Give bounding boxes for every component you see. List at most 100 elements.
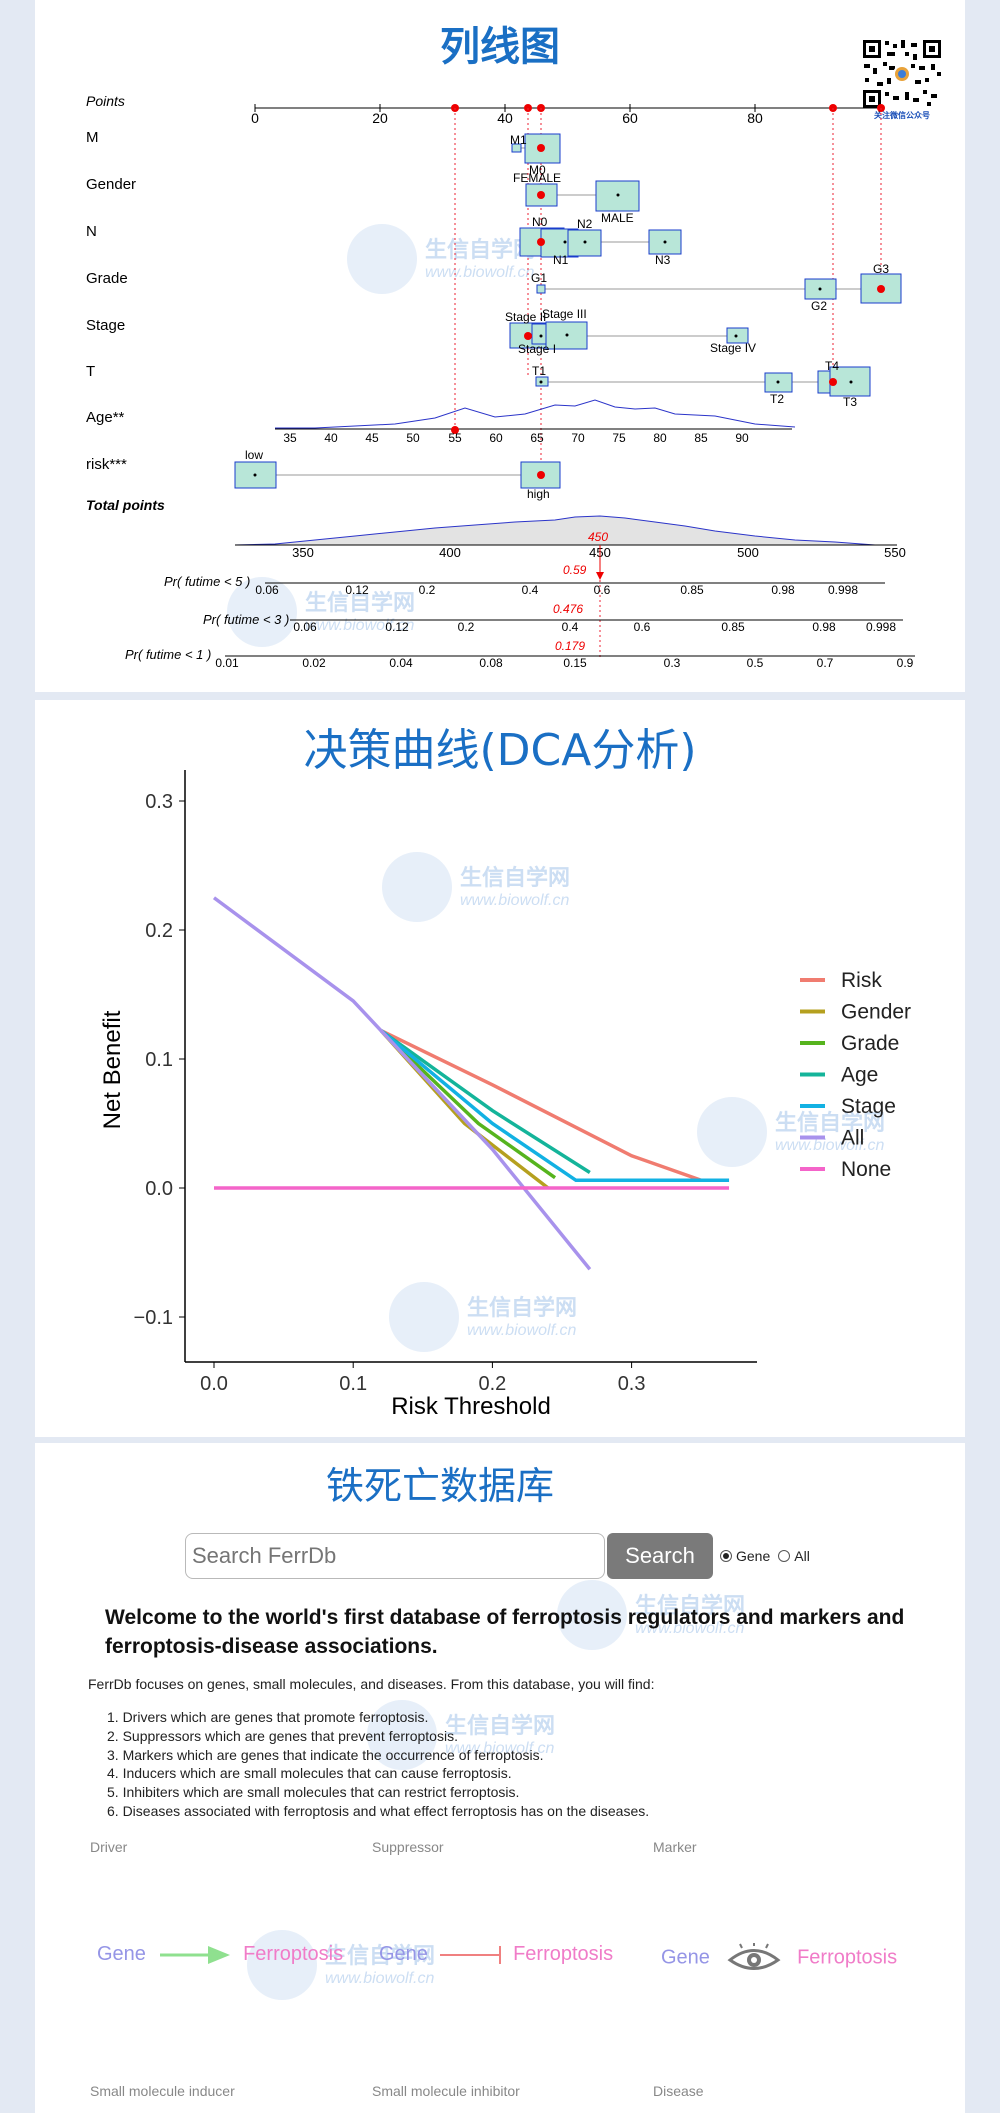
dca-xlabel: Risk Threshold [391,1393,551,1420]
svg-text:0.04: 0.04 [389,656,413,670]
svg-text:0.2: 0.2 [458,620,475,634]
svg-text:0.98: 0.98 [812,620,836,634]
category-marker[interactable]: Marker [653,1839,697,1855]
category-inducer[interactable]: Small molecule inducer [90,2083,235,2099]
svg-text:70: 70 [571,431,585,445]
dca-title: 决策曲线(DCA分析) [303,725,697,776]
label-t: T [86,363,95,380]
label-grade: Grade [86,270,128,287]
svg-text:0.98: 0.98 [771,583,795,597]
svg-text:0.5: 0.5 [747,656,764,670]
dca-ylabel: Net Benefit [99,1010,126,1129]
svg-text:500: 500 [737,545,759,560]
svg-text:75: 75 [612,431,626,445]
radio-all-label: All [794,1548,810,1564]
list-item: 6. Diseases associated with ferroptosis … [107,1802,650,1819]
svg-text:T3: T3 [843,395,857,409]
legend-label: None [841,1158,891,1181]
series-line-risk [380,1029,730,1183]
svg-text:400: 400 [439,545,461,560]
svg-text:Stage I: Stage I [518,342,556,356]
points-tick: 80 [747,110,763,126]
y-tick-label: 0.3 [145,791,173,813]
label-age: Age** [86,409,125,426]
svg-text:0.476: 0.476 [553,602,583,616]
ferrdb-panel: 铁死亡数据库 生信自学网 www.biowolf.cn 生信自学网 www.biow… [35,1443,965,2113]
svg-text:low: low [245,448,263,462]
svg-text:0.15: 0.15 [563,656,587,670]
svg-text:T1: T1 [532,364,546,378]
list-item: 3. Markers which are genes that indicate… [107,1746,544,1763]
dca-panel: 决策曲线(DCA分析) 生信自学网 www.biowolf.cn 生信自学网 www… [35,700,965,1437]
svg-text:N0: N0 [532,215,548,229]
list-item: 4. Inducers which are small molecules th… [107,1765,512,1782]
prob-label-3: Pr( futime < 3 ) [203,612,289,627]
search-box [185,1533,605,1579]
label-points: Points [86,93,125,109]
points-tick: 40 [497,110,513,126]
search-input[interactable] [186,1534,604,1578]
suppressor-diagram[interactable]: Gene Ferroptosis [379,1943,613,1966]
radio-all[interactable] [778,1550,791,1562]
total-points-value: 450 [588,530,608,544]
svg-text:N1: N1 [553,253,569,267]
inhibit-icon [439,1945,501,1964]
svg-text:0.179: 0.179 [555,639,585,653]
svg-text:0.6: 0.6 [594,583,611,597]
svg-text:0.06: 0.06 [293,620,317,634]
svg-text:Stage III: Stage III [542,307,587,321]
legend-label: Risk [841,969,882,992]
svg-text:0.7: 0.7 [817,656,834,670]
svg-text:40: 40 [324,431,338,445]
nomogram-chart: Points M Gender N Grade Stage T Age** ri… [86,93,915,670]
legend-label: Grade [841,1032,899,1055]
svg-text:90: 90 [735,431,749,445]
svg-text:0.2: 0.2 [419,583,436,597]
prob-label-5: Pr( futime < 5 ) [164,574,250,589]
svg-text:0.85: 0.85 [680,583,704,597]
y-tick-label: −0.1 [134,1307,173,1329]
svg-text:high: high [527,487,550,501]
svg-text:MALE: MALE [601,211,634,225]
driver-diagram[interactable]: Gene Ferroptosis [97,1943,343,1966]
label-stage: Stage [86,317,125,334]
x-tick-label: 0.0 [200,1373,228,1395]
x-tick-label: 0.1 [339,1373,367,1395]
radio-gene[interactable] [720,1550,732,1562]
svg-text:35: 35 [283,431,297,445]
arrow-icon [159,1945,230,1964]
svg-text:550: 550 [884,545,906,560]
category-driver[interactable]: Driver [90,1839,128,1855]
qr-code-image [861,38,943,110]
suppressor-ferroptosis-text: Ferroptosis [513,1943,614,1965]
svg-text:0.6: 0.6 [634,620,651,634]
category-suppressor[interactable]: Suppressor [372,1839,444,1855]
svg-text:50: 50 [406,431,420,445]
y-tick-label: 0.2 [145,920,173,942]
svg-text:0.08: 0.08 [479,656,503,670]
search-button[interactable]: Search [607,1533,713,1579]
driver-ferroptosis-text: Ferroptosis [243,1943,344,1965]
category-inhibitor[interactable]: Small molecule inhibitor [372,2083,520,2099]
marker-diagram[interactable]: Gene Ferroptosis [661,1943,897,1973]
category-disease[interactable]: Disease [653,2083,704,2099]
marker-ferroptosis-text: Ferroptosis [797,1946,898,1969]
intro-text: FerrDb focuses on genes, small molecules… [88,1676,655,1692]
svg-text:0.4: 0.4 [562,620,579,634]
series-line-all [212,896,592,1271]
svg-text:Stage IV: Stage IV [710,341,756,355]
svg-text:55: 55 [448,431,462,445]
svg-text:0.998: 0.998 [828,583,858,597]
svg-text:FEMALE: FEMALE [513,171,561,185]
label-m: M [86,129,99,146]
eye-icon [726,1943,781,1970]
y-tick-label: 0.1 [145,1049,173,1071]
svg-text:N3: N3 [655,253,671,267]
series-line-stage [379,1029,730,1183]
search-scope: Gene All [720,1548,810,1564]
svg-text:0.9: 0.9 [897,656,914,670]
svg-text:0.59: 0.59 [563,563,587,577]
label-risk: risk*** [86,456,127,473]
svg-text:350: 350 [292,545,314,560]
suppressor-gene-text: Gene [379,1943,428,1965]
